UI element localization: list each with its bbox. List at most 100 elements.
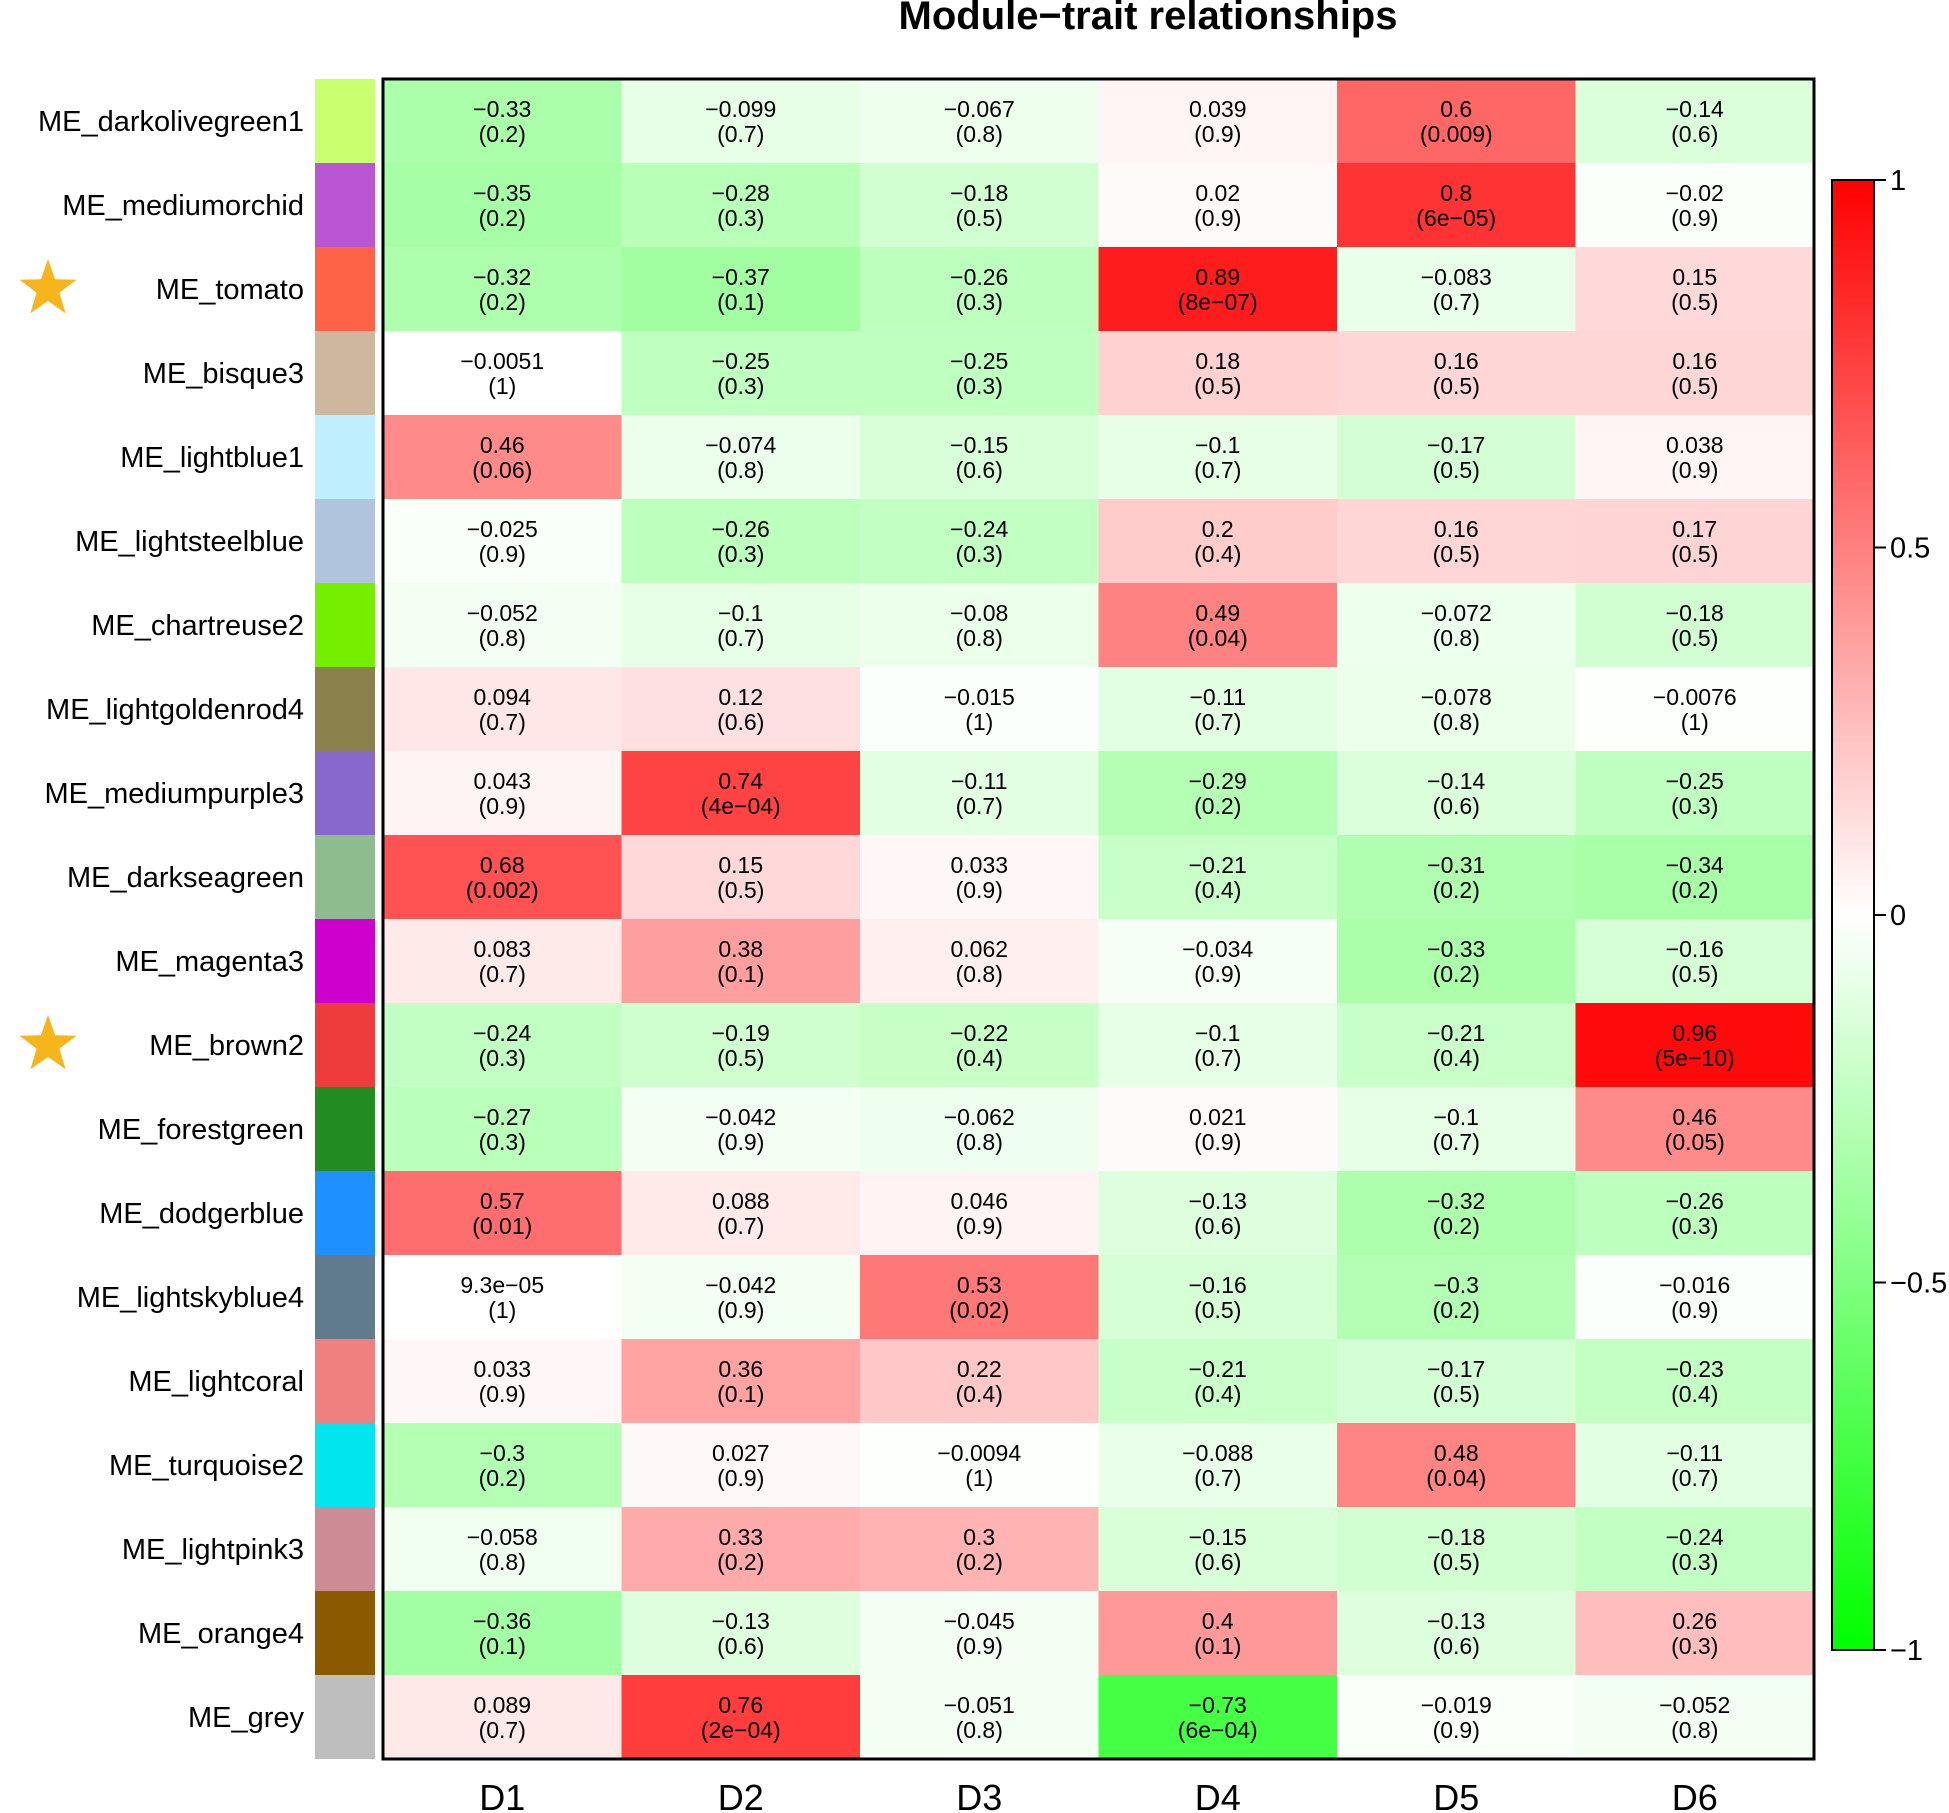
cell-correlation: 0.02 — [1195, 180, 1240, 206]
heatmap-cell — [1337, 1339, 1577, 1424]
module-color-ME_brown2 — [315, 1003, 375, 1087]
heatmap-cell — [621, 1171, 861, 1256]
row-label: ME_brown2 — [149, 1030, 304, 1062]
cell-correlation: 0.68 — [480, 852, 525, 878]
heatmap-cell — [621, 1507, 861, 1592]
module-color-ME_mediumpurple3 — [315, 751, 375, 835]
heatmap-cell — [1337, 835, 1577, 920]
chart-title: Module−trait relationships — [899, 0, 1398, 38]
cell-pvalue: (0.5) — [1671, 289, 1718, 315]
cell-correlation: 0.49 — [1195, 600, 1240, 626]
heatmap-cell — [1575, 415, 1815, 500]
cell-correlation: −0.1 — [1195, 432, 1240, 458]
cell-pvalue: (0.7) — [717, 625, 764, 651]
cell-pvalue: (0.9) — [1194, 961, 1241, 987]
cell-pvalue: (0.5) — [1671, 373, 1718, 399]
heatmap-cell — [860, 835, 1100, 920]
heatmap-cell — [383, 583, 623, 668]
cell-correlation: −0.17 — [1427, 432, 1485, 458]
cell-correlation: 0.062 — [950, 936, 1008, 962]
heatmap-cell — [1575, 667, 1815, 752]
cell-correlation: −0.0094 — [937, 1440, 1021, 1466]
heatmap-cell — [621, 1423, 861, 1508]
cell-pvalue: (0.3) — [717, 373, 764, 399]
column-label: D3 — [956, 1777, 1002, 1813]
heatmap-cell — [1098, 835, 1338, 920]
cell-correlation: −0.015 — [944, 684, 1015, 710]
module-color-ME_bisque3 — [315, 331, 375, 415]
cell-correlation: 0.16 — [1672, 348, 1717, 374]
cell-correlation: −0.29 — [1189, 768, 1247, 794]
cell-correlation: −0.016 — [1659, 1272, 1730, 1298]
cell-correlation: −0.058 — [467, 1524, 538, 1550]
heatmap-cell — [1575, 1507, 1815, 1592]
row-label: ME_bisque3 — [143, 358, 304, 390]
cell-pvalue: (8e−07) — [1178, 289, 1258, 315]
module-color-ME_forestgreen — [315, 1087, 375, 1171]
cell-correlation: −0.24 — [1666, 1524, 1724, 1550]
column-labels: D1 D2 D3 D4 D5 D6 — [479, 1777, 1718, 1813]
cell-correlation: 0.088 — [712, 1188, 770, 1214]
cell-pvalue: (0.5) — [1433, 373, 1480, 399]
cell-correlation: 0.46 — [480, 432, 525, 458]
row-label: ME_lightpink3 — [122, 1534, 304, 1566]
cell-correlation: 0.15 — [718, 852, 763, 878]
heatmap-cell — [860, 247, 1100, 332]
cell-pvalue: (0.8) — [1433, 709, 1480, 735]
heatmap-cell — [1575, 1003, 1815, 1088]
heatmap-cell — [621, 79, 861, 164]
heatmap-cell — [1575, 1423, 1815, 1508]
cell-correlation: −0.045 — [944, 1608, 1015, 1634]
heatmap-cell — [621, 1255, 861, 1340]
cell-pvalue: (0.2) — [1671, 877, 1718, 903]
cell-correlation: 0.46 — [1672, 1104, 1717, 1130]
cell-correlation: 0.33 — [718, 1524, 763, 1550]
cell-pvalue: (0.6) — [1194, 1549, 1241, 1575]
cell-correlation: −0.052 — [467, 600, 538, 626]
heatmap-cell — [1098, 1339, 1338, 1424]
heatmap-cell — [860, 583, 1100, 668]
heatmap-cell — [383, 1507, 623, 1592]
heatmap-cell — [860, 1591, 1100, 1676]
heatmap-cell — [860, 1675, 1100, 1760]
cell-pvalue: (1) — [1681, 709, 1709, 735]
cell-pvalue: (0.7) — [479, 961, 526, 987]
heatmap-cell — [1098, 1255, 1338, 1340]
cell-pvalue: (0.5) — [1433, 1381, 1480, 1407]
cell-pvalue: (0.3) — [956, 541, 1003, 567]
heatmap-cell — [621, 163, 861, 248]
cell-correlation: −0.73 — [1189, 1692, 1247, 1718]
cell-correlation: −0.13 — [1189, 1188, 1247, 1214]
cell-pvalue: (0.6) — [717, 1633, 764, 1659]
cell-correlation: 0.039 — [1189, 96, 1247, 122]
cell-correlation: 0.96 — [1672, 1020, 1717, 1046]
cell-correlation: −0.31 — [1427, 852, 1485, 878]
cell-correlation: −0.14 — [1666, 96, 1724, 122]
highlight-stars — [19, 259, 77, 1070]
heatmap-cell — [1337, 499, 1577, 584]
cell-pvalue: (0.6) — [1433, 1633, 1480, 1659]
heatmap-cell — [860, 331, 1100, 416]
cell-pvalue: (0.5) — [1194, 1297, 1241, 1323]
heatmap-cell — [1337, 751, 1577, 836]
cell-correlation: 0.043 — [473, 768, 531, 794]
heatmap-cell — [860, 1003, 1100, 1088]
heatmap-cell — [1098, 163, 1338, 248]
cell-pvalue: (0.4) — [1194, 877, 1241, 903]
cell-correlation: 0.089 — [473, 1692, 531, 1718]
heatmap-cell — [621, 751, 861, 836]
cell-pvalue: (5e−10) — [1655, 1045, 1735, 1071]
module-color-ME_tomato — [315, 247, 375, 331]
cell-correlation: −0.1 — [718, 600, 763, 626]
cell-correlation: 0.15 — [1672, 264, 1717, 290]
cell-correlation: −0.21 — [1189, 852, 1247, 878]
cell-pvalue: (0.7) — [479, 709, 526, 735]
cell-correlation: 0.48 — [1434, 1440, 1479, 1466]
cell-pvalue: (0.5) — [1671, 961, 1718, 987]
cell-correlation: −0.019 — [1421, 1692, 1492, 1718]
cell-correlation: −0.36 — [473, 1608, 531, 1634]
cell-pvalue: (0.2) — [479, 205, 526, 231]
heatmap-cell — [1098, 583, 1338, 668]
heatmap-cell — [1575, 1675, 1815, 1760]
cell-correlation: −0.14 — [1427, 768, 1485, 794]
